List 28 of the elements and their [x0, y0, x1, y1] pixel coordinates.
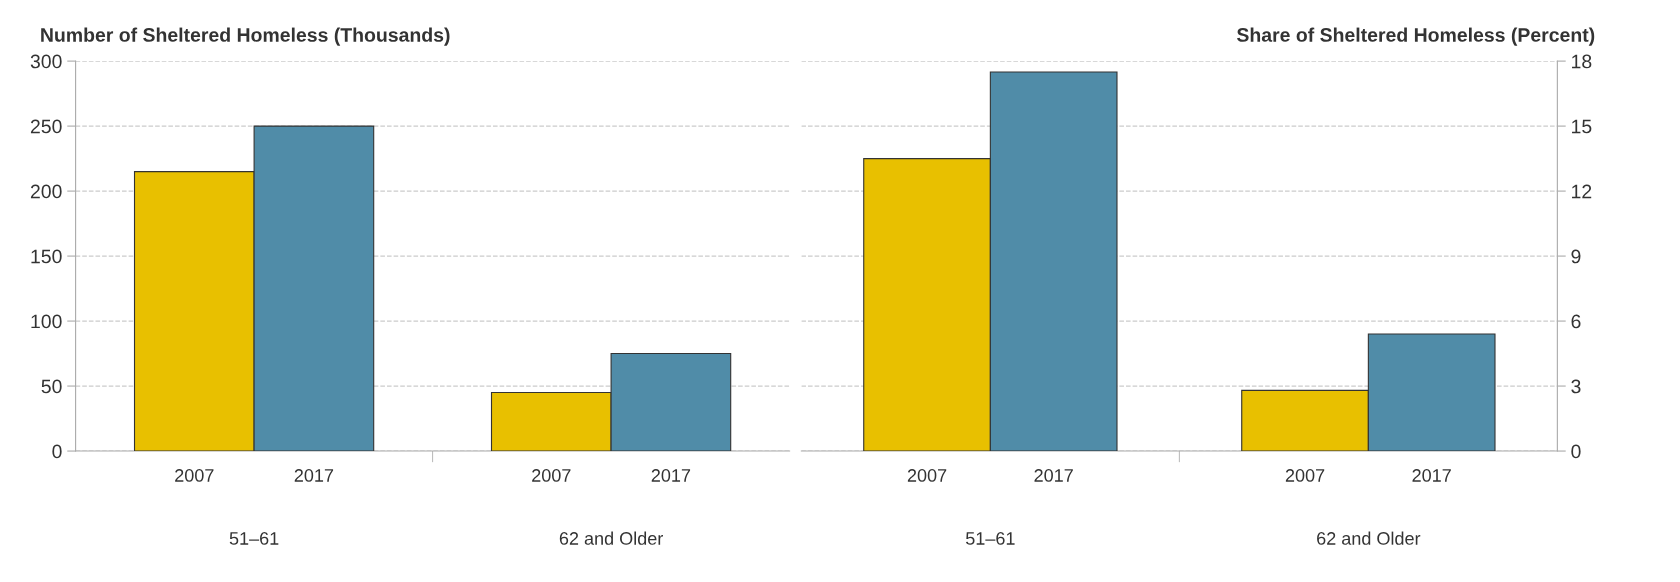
chart-title: Share of Sheltered Homeless (Percent)	[1236, 27, 1595, 46]
y-tick-label: 50	[41, 379, 62, 394]
y2-tick-label: 18	[1572, 54, 1592, 69]
x-tick-label: 51–61	[229, 532, 279, 545]
series-label: 2007	[907, 469, 947, 482]
y2-tick-label: 9	[1571, 249, 1581, 264]
x-tick-label: 62 and Older	[559, 531, 663, 545]
text: 2017	[1412, 469, 1451, 482]
x-tick-label: 62 and Older	[1317, 531, 1421, 545]
y2-tick-label: 15	[1572, 119, 1592, 134]
y-tick-label: 200	[30, 184, 62, 199]
series-label: 2017	[294, 469, 334, 482]
y2-tick-label: 12	[1572, 184, 1592, 199]
y-tick-label: 250	[30, 119, 62, 134]
chart-title: Number of Sheltered Homeless (Thousands)	[41, 27, 450, 46]
text: 2017	[651, 469, 691, 482]
y-tick-label: 100	[31, 314, 62, 329]
y2-tick-label: 0	[1571, 444, 1581, 459]
y-tick-label: 0	[52, 444, 62, 459]
text: 2007	[532, 469, 571, 482]
series-label: 2007	[175, 469, 214, 482]
y-tick-label: 300	[30, 54, 62, 69]
text: 2007	[1285, 469, 1325, 482]
y2-tick-label: 6	[1571, 314, 1581, 329]
y2-tick-label: 3	[1571, 379, 1581, 394]
series-label: 2017	[1034, 469, 1073, 482]
y-tick-label: 150	[31, 249, 62, 264]
x-tick-label: 51–61	[965, 532, 1015, 545]
